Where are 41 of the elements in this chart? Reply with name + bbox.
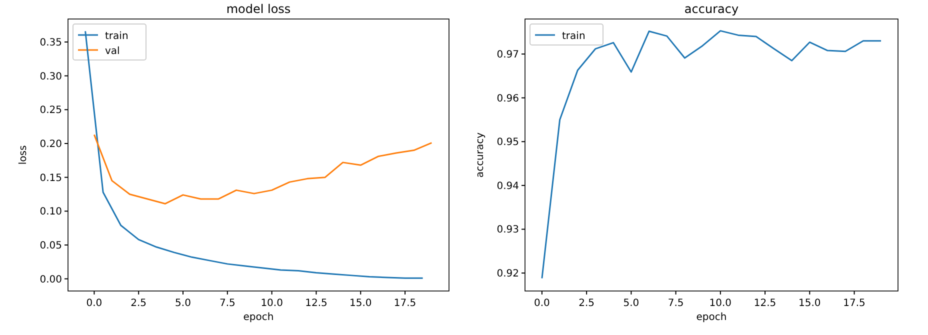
x-tick-label: 10.0 bbox=[260, 298, 283, 309]
y-tick-label: 0.10 bbox=[40, 206, 62, 218]
x-tick-label: 15.0 bbox=[798, 298, 821, 309]
y-axis-title: loss bbox=[18, 145, 29, 165]
y-tick-label: 0.97 bbox=[496, 50, 519, 61]
y-tick-label: 0.95 bbox=[496, 137, 519, 148]
legend-label: train bbox=[105, 31, 128, 42]
x-axis-title: epoch bbox=[696, 312, 727, 323]
line-series bbox=[93, 134, 432, 204]
y-tick-label: 0.00 bbox=[40, 274, 62, 286]
legend-label: train bbox=[562, 31, 586, 42]
y-tick-label: 0.96 bbox=[496, 93, 519, 104]
y-axis-title: accuracy bbox=[475, 132, 486, 178]
x-tick-label: 17.5 bbox=[394, 298, 416, 309]
y-tick-label: 0.92 bbox=[496, 268, 519, 280]
x-tick-label: 12.5 bbox=[754, 298, 776, 309]
line-series bbox=[541, 30, 882, 280]
x-tick-label: 7.5 bbox=[668, 298, 684, 309]
y-tick-label: 0.20 bbox=[40, 139, 62, 150]
y-tick-label: 0.94 bbox=[496, 180, 519, 192]
chart-title: model loss bbox=[226, 2, 291, 16]
x-tick-label: 10.0 bbox=[709, 298, 732, 309]
y-tick-label: 0.25 bbox=[40, 105, 62, 116]
x-tick-label: 7.5 bbox=[219, 298, 236, 309]
x-tick-label: 5.0 bbox=[623, 298, 640, 309]
y-tick-label: 0.15 bbox=[40, 172, 62, 184]
y-tick-label: 0.05 bbox=[40, 240, 62, 252]
x-tick-label: 12.5 bbox=[305, 298, 328, 309]
x-tick-label: 5.0 bbox=[175, 298, 191, 309]
x-tick-label: 0.0 bbox=[534, 298, 550, 309]
legend-label: val bbox=[105, 46, 120, 57]
x-tick-label: 0.0 bbox=[86, 298, 102, 309]
y-tick-label: 0.30 bbox=[40, 71, 62, 82]
x-tick-label: 15.0 bbox=[350, 298, 372, 309]
x-tick-label: 2.5 bbox=[130, 298, 147, 309]
y-tick-label: 0.35 bbox=[40, 38, 62, 49]
x-tick-label: 2.5 bbox=[578, 298, 595, 309]
x-axis-title: epoch bbox=[243, 312, 274, 323]
chart-title: accuracy bbox=[684, 2, 739, 16]
y-tick-label: 0.93 bbox=[496, 224, 519, 236]
x-tick-label: 17.5 bbox=[843, 298, 866, 309]
